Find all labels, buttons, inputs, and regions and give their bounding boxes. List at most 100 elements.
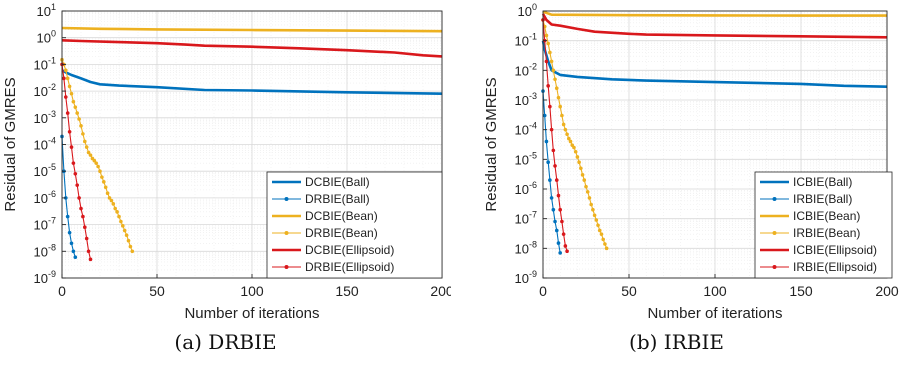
data-point-a-3 <box>128 244 133 249</box>
y-tick-base: 10 <box>37 31 51 46</box>
y-tick-label-b: 10-8 <box>515 239 537 256</box>
chart-b-caption: (b) IRBIE <box>629 330 724 354</box>
x-tick-label-a: 200 <box>430 283 451 299</box>
y-tick-exponent: -2 <box>48 82 56 92</box>
data-point-a-3 <box>75 111 79 115</box>
data-point-b-5 <box>548 104 552 109</box>
data-point-b-3 <box>575 155 580 159</box>
data-point-a-3 <box>81 132 85 136</box>
data-point-b-3 <box>554 86 559 90</box>
data-point-b-1 <box>553 219 557 224</box>
data-point-b-3 <box>604 246 609 251</box>
data-point-b-5 <box>558 207 562 212</box>
data-point-b-3 <box>572 145 576 150</box>
data-point-a-3 <box>103 185 108 190</box>
data-point-a-3 <box>84 145 89 149</box>
legend-label-b-0: ICBIE(Ball) <box>793 175 852 189</box>
x-axis-label-a: Number of iterations <box>184 305 319 322</box>
x-tick-label-a: 150 <box>335 283 359 299</box>
data-point-a-3 <box>88 153 93 157</box>
legend-label-b-3: IRBIE(Bean) <box>793 226 860 240</box>
y-tick-exponent: -9 <box>529 269 537 279</box>
series-line-b-0 <box>541 40 888 88</box>
y-tick-label-b: 10-2 <box>515 61 537 78</box>
data-point-b-5 <box>553 164 557 168</box>
data-point-b-3 <box>597 228 602 233</box>
data-point-a-3 <box>121 224 125 228</box>
data-point-b-3 <box>592 213 597 218</box>
y-tick-base: 10 <box>34 218 48 233</box>
data-point-b-1 <box>549 196 554 200</box>
data-point-b-1 <box>542 113 547 118</box>
x-tick-label-b: 100 <box>703 283 727 299</box>
y-axis-label-b: Residual of GMRES <box>483 77 500 211</box>
data-point-b-3 <box>565 132 569 137</box>
y-tick-base: 10 <box>34 57 48 72</box>
legend-label-b-2: ICBIE(Bean) <box>793 209 860 223</box>
data-point-b-1 <box>556 241 561 245</box>
data-point-a-3 <box>102 180 106 184</box>
y-tick-base: 10 <box>34 111 48 126</box>
chart-b-svg: 10-910-810-710-610-510-410-310-210-11000… <box>483 2 899 322</box>
data-point-a-3 <box>92 158 97 163</box>
legend-box-b <box>754 171 893 279</box>
data-point-b-3 <box>594 218 599 222</box>
data-point-a-5 <box>75 183 79 187</box>
x-tick-label-a: 50 <box>149 283 165 299</box>
x-tick-label-a: 100 <box>240 283 264 299</box>
series-line-b-2 <box>542 10 887 17</box>
data-point-b-3 <box>563 127 568 132</box>
data-point-b-3 <box>573 149 578 154</box>
data-point-a-1 <box>71 249 76 254</box>
data-point-a-5 <box>64 95 68 99</box>
legend-label-a-3: DRBIE(Bean) <box>305 226 378 240</box>
y-tick-exponent: -5 <box>48 162 56 172</box>
y-tick-base: 10 <box>34 138 48 153</box>
legend-label-a-2: DCBIE(Bean) <box>305 209 378 223</box>
data-point-a-5 <box>71 161 76 165</box>
data-point-b-3 <box>549 59 554 64</box>
y-tick-base: 10 <box>34 191 48 206</box>
data-point-b-3 <box>589 202 593 207</box>
y-tick-label-a: 10-8 <box>34 242 56 259</box>
y-tick-exponent: -7 <box>48 216 56 226</box>
y-tick-label-a: 10-6 <box>34 189 56 206</box>
data-point-a-5 <box>81 214 85 219</box>
legend-box-a <box>266 171 443 279</box>
series-line-a-0 <box>61 69 443 95</box>
legend-label-b-5: IRBIE(Ellipsoid) <box>793 260 877 274</box>
data-point-b-3 <box>560 113 564 118</box>
x-tick-label-b: 200 <box>875 283 899 299</box>
series-line-b-4 <box>541 13 888 39</box>
y-tick-exponent: -2 <box>529 61 537 71</box>
data-point-b-3 <box>591 207 595 212</box>
legend-label-b-4: ICBIE(Ellipsoid) <box>793 243 877 257</box>
data-point-a-5 <box>79 206 83 211</box>
data-point-b-1 <box>544 139 549 144</box>
data-point-a-3 <box>79 124 83 128</box>
y-tick-base: 10 <box>515 34 529 49</box>
data-point-b-3 <box>599 232 604 236</box>
y-tick-exponent: -8 <box>529 239 537 249</box>
x-tick-label-a: 0 <box>58 283 66 299</box>
data-point-b-3 <box>587 196 592 200</box>
data-point-a-3 <box>64 68 68 73</box>
chart-a-caption: (a) DRBIE <box>174 330 277 354</box>
data-point-b-3 <box>544 33 549 38</box>
data-point-b-1 <box>551 207 556 212</box>
data-point-b-5 <box>565 249 569 254</box>
data-point-b-1 <box>546 160 550 165</box>
y-tick-label-a: 10-1 <box>34 55 56 72</box>
data-point-a-3 <box>71 99 76 104</box>
data-point-a-3 <box>105 191 110 195</box>
data-point-b-3 <box>558 104 562 109</box>
data-point-a-3 <box>130 249 135 254</box>
data-point-a-3 <box>117 214 121 219</box>
legend-label-b-1: IRBIE(Ball) <box>793 192 852 206</box>
data-point-b-3 <box>580 173 585 177</box>
y-tick-exponent: -1 <box>48 55 56 65</box>
legend-marker-a-3 <box>284 231 289 235</box>
y-tick-label-a: 10-5 <box>34 162 56 179</box>
y-tick-exponent: 0 <box>51 29 56 39</box>
data-point-a-3 <box>100 175 104 179</box>
